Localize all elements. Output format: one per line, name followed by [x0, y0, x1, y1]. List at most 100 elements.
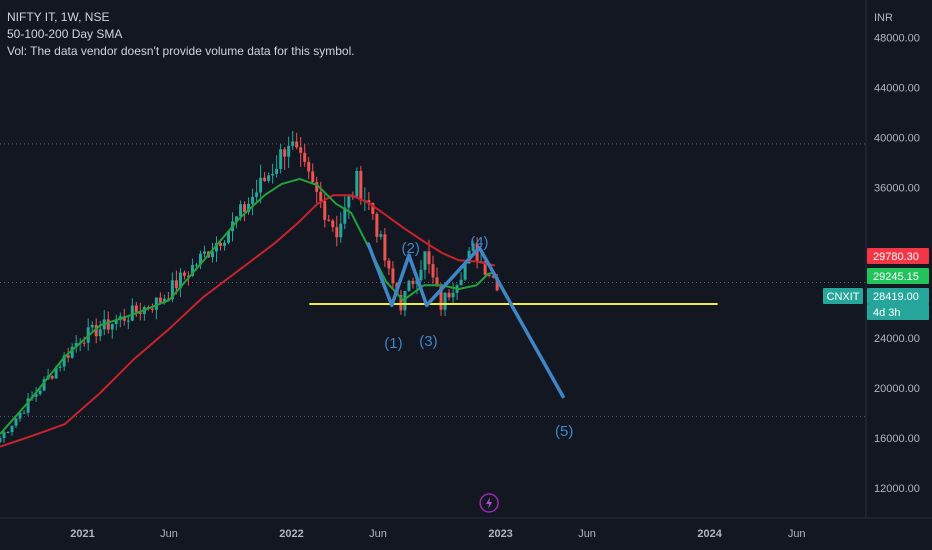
- candle-body: [315, 182, 319, 192]
- price-tag: [867, 304, 929, 320]
- candle-body: [219, 242, 223, 246]
- candle-body: [150, 308, 154, 310]
- candle-body: [347, 196, 351, 208]
- candle-body: [495, 277, 499, 291]
- y-tick-label: 20000.00: [874, 383, 920, 395]
- wave-segment: [477, 245, 565, 399]
- candle-body: [367, 200, 371, 204]
- candle-body: [130, 305, 134, 321]
- price-tag: [867, 268, 929, 284]
- candle-body: [194, 264, 198, 266]
- candle-body: [14, 418, 18, 426]
- x-tick-label: Jun: [369, 528, 387, 540]
- candle-body: [158, 297, 162, 303]
- y-tick-label: 24000.00: [874, 333, 920, 345]
- sma-fast-line: [0, 177, 496, 435]
- wave-label: (5): [555, 423, 573, 440]
- candle-body: [375, 213, 379, 237]
- candle-body: [138, 312, 142, 315]
- y-tick-label: 36000.00: [874, 183, 920, 195]
- candle-body: [279, 149, 283, 169]
- candle-body: [106, 319, 110, 330]
- candle-body: [271, 173, 275, 176]
- y-tick-label: 48000.00: [874, 33, 920, 45]
- candle-body: [471, 243, 475, 251]
- candle-body: [331, 220, 335, 228]
- candle-body: [134, 305, 138, 313]
- candle-body: [90, 325, 94, 328]
- symbol-tag-label: CNXIT: [827, 291, 860, 303]
- candle-body: [70, 346, 74, 358]
- candle-body: [411, 280, 415, 284]
- candle-body: [110, 324, 114, 330]
- candle-body: [215, 242, 218, 252]
- candle-body: [170, 280, 174, 300]
- candle-body: [475, 243, 479, 263]
- x-tick-label: 2023: [488, 528, 512, 540]
- candle-body: [198, 253, 202, 265]
- currency-label: INR: [874, 12, 893, 24]
- y-tick-label: 40000.00: [874, 133, 920, 145]
- lightning-bolt: [486, 497, 493, 509]
- y-tick-label: 44000.00: [874, 83, 920, 95]
- candle-body: [54, 367, 58, 379]
- candle-body: [291, 141, 295, 146]
- price-tag-label: 4d 3h: [873, 307, 901, 319]
- candle-body: [2, 432, 6, 439]
- y-tick-label: 12000.00: [874, 483, 920, 495]
- candle-body: [287, 145, 291, 157]
- price-tag-label: 28419.00: [873, 291, 919, 303]
- candle-body: [283, 149, 287, 157]
- candle-body: [26, 398, 30, 413]
- candle-body: [247, 203, 251, 212]
- lightning-icon: [479, 493, 499, 513]
- symbol-title[interactable]: NIFTY IT, 1W, NSE: [7, 10, 110, 24]
- candle-body: [6, 431, 10, 433]
- candle-body: [431, 264, 435, 278]
- candle-body: [491, 275, 495, 278]
- candle-body: [82, 342, 86, 344]
- candle-body: [407, 280, 411, 291]
- candle-body: [323, 201, 327, 220]
- price-tag-label: 29245.15: [873, 271, 919, 283]
- candle-body: [58, 366, 62, 368]
- candle-body: [459, 279, 463, 286]
- candle-body: [42, 379, 46, 391]
- candle-body: [235, 216, 239, 222]
- wave-label: (2): [401, 240, 419, 257]
- wave-segment: [424, 245, 482, 308]
- candle-body: [182, 272, 186, 276]
- x-tick-label: Jun: [160, 528, 178, 540]
- candle-body: [423, 251, 427, 270]
- candle-body: [311, 171, 315, 183]
- candle-body: [379, 234, 383, 237]
- candle-body: [295, 141, 299, 148]
- candle-body: [267, 175, 271, 181]
- x-tick-label: 2022: [279, 528, 303, 540]
- candle-body: [227, 231, 231, 243]
- candle-body: [443, 292, 447, 310]
- candle-body: [162, 298, 166, 303]
- candle-body: [403, 290, 407, 311]
- x-tick-label: Jun: [578, 528, 596, 540]
- candle-body: [50, 375, 54, 379]
- candle-body: [239, 204, 243, 217]
- candle-body: [383, 234, 387, 261]
- indicator-label[interactable]: 50-100-200 Day SMA: [7, 27, 123, 41]
- candle-body: [98, 329, 102, 337]
- candle-body: [343, 207, 347, 224]
- candle-body: [335, 227, 339, 238]
- candle-body: [355, 171, 359, 197]
- price-tag: [867, 248, 929, 264]
- candle-body: [223, 242, 227, 246]
- candle-body: [38, 390, 42, 394]
- candle-body: [22, 412, 26, 414]
- candle-body: [122, 316, 126, 321]
- candle-body: [186, 275, 190, 277]
- candle-body: [463, 263, 467, 280]
- wave-segment: [407, 253, 429, 308]
- candle-body: [10, 425, 14, 432]
- candle-body: [34, 393, 38, 397]
